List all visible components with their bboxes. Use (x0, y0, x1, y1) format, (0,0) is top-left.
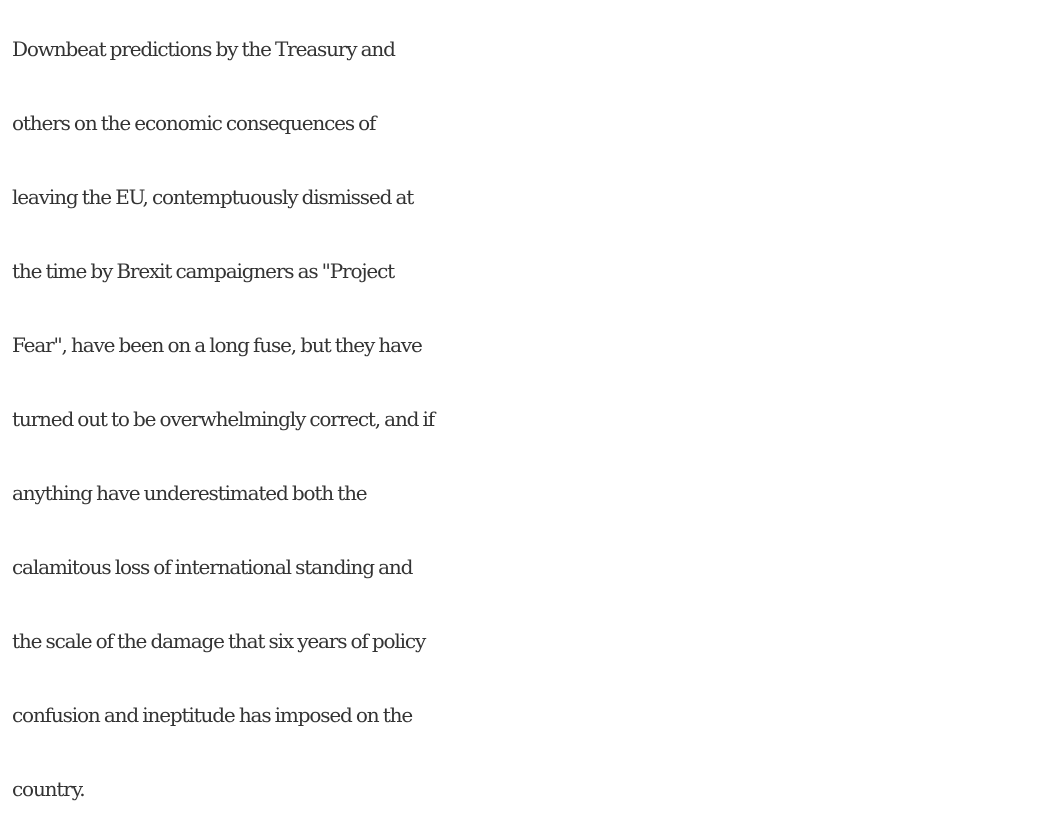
paragraph-line: others on the economic consequences of (12, 111, 376, 135)
article-paragraph: Downbeat predictions by the Treasury and… (12, 12, 1057, 826)
paragraph-line: country. (12, 777, 86, 801)
paragraph-line: calamitous loss of international standin… (12, 555, 413, 579)
paragraph-line: confusion and ineptitude has imposed on … (12, 703, 413, 727)
paragraph-line: anything have underestimated both the (12, 481, 368, 505)
paragraph-line: Fear", have been on a long fuse, but the… (12, 333, 423, 357)
paragraph-line: Downbeat predictions by the Treasury and (12, 37, 396, 61)
paragraph-line: the scale of the damage that six years o… (12, 629, 426, 653)
paragraph-line: leaving the EU, contemptuously dismissed… (12, 185, 414, 209)
paragraph-line: turned out to be overwhelmingly correct,… (12, 407, 435, 431)
paragraph-line: the time by Brexit campaigners as "Proje… (12, 259, 395, 283)
